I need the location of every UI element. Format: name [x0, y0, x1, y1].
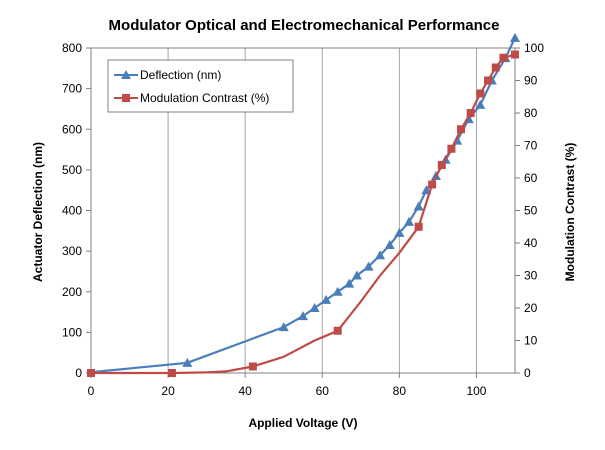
right-axis-ticks: 0 10 20 30 40 50 60 70 80 90 100: [515, 41, 544, 380]
x-tick-label-4: 80: [393, 384, 407, 398]
x-tick-label-2: 40: [239, 384, 253, 398]
deflection-point-8: [363, 261, 374, 271]
y2-tick-label-8: 80: [524, 106, 538, 120]
deflection-point-10: [384, 240, 395, 250]
x-tick-label-1: 20: [161, 384, 175, 398]
x-tick-label-5: 100: [466, 384, 486, 398]
contrast-point-5: [428, 180, 437, 189]
left-axis-title: Actuator Deflection (nm): [31, 142, 45, 282]
legend-contrast-label: Modulation Contrast (%): [140, 91, 269, 105]
y2-tick-label-9: 90: [524, 74, 538, 88]
deflection-point-3: [309, 303, 320, 312]
deflection-point-5: [332, 286, 343, 296]
x-tick-label-0: 0: [88, 384, 95, 398]
deflection-point-22: [510, 32, 520, 42]
right-axis-title: Modulation Contrast (%): [563, 143, 577, 282]
deflection-point-19: [475, 99, 486, 109]
x-axis-title: Applied Voltage (V): [248, 416, 357, 430]
y-tick-label-5: 500: [62, 163, 82, 177]
y-tick-label-3: 300: [62, 244, 82, 258]
y2-tick-label-10: 100: [524, 41, 544, 55]
deflection-point-11: [394, 227, 405, 237]
deflection-point-9: [375, 250, 386, 260]
contrast-point-10: [476, 89, 485, 98]
left-axis-ticks: 0 100 200 300 400 500 600 700 800: [62, 41, 91, 380]
y-tick-label-4: 400: [62, 204, 82, 218]
contrast-point-0: [87, 369, 95, 377]
y-tick-label-6: 600: [62, 122, 82, 136]
contrast-point-1: [167, 369, 176, 377]
legend: Deflection (nm) Modulation Contrast (%): [107, 59, 294, 113]
contrast-point-12: [491, 63, 500, 72]
legend-deflection-marker: [121, 70, 131, 79]
series-line-1: [91, 53, 516, 375]
deflection-point-13: [413, 201, 424, 211]
deflection-point-2: [298, 311, 308, 321]
contrast-point-6: [437, 161, 446, 169]
series-layer: [87, 32, 520, 377]
contrast-point-2: [248, 362, 257, 371]
legend-contrast-marker: [122, 94, 130, 102]
contrast-point-8: [457, 125, 466, 134]
contrast-point-3: [333, 326, 342, 335]
deflection-point-7: [351, 270, 362, 280]
y2-tick-label-6: 60: [524, 171, 538, 185]
contrast-point-7: [447, 144, 456, 153]
contrast-point-14: [511, 50, 519, 59]
y-tick-label-1: 100: [62, 325, 82, 339]
deflection-point-0: [182, 357, 193, 367]
contrast-point-9: [466, 109, 475, 117]
deflection-point-6: [344, 278, 355, 288]
y-tick-label-8: 800: [62, 41, 82, 55]
legend-box: [107, 59, 294, 113]
y2-tick-label-7: 70: [524, 139, 538, 153]
contrast-point-13: [499, 53, 508, 62]
y2-tick-label-0: 0: [524, 366, 531, 380]
y2-tick-label-3: 30: [524, 269, 538, 283]
y-tick-label-7: 700: [62, 82, 82, 96]
deflection-point-1: [278, 322, 289, 332]
y2-tick-label-4: 40: [524, 236, 538, 250]
contrast-point-4: [414, 222, 423, 231]
legend-deflection-label: Deflection (nm): [140, 68, 221, 82]
y2-tick-label-2: 20: [524, 301, 538, 315]
y-tick-label-2: 200: [62, 285, 82, 299]
deflection-point-4: [321, 294, 332, 304]
x-axis-ticks: 0 20 40 60 80 100: [88, 373, 487, 398]
contrast-point-11: [484, 76, 493, 85]
x-tick-label-3: 60: [316, 384, 330, 398]
y2-tick-label-5: 50: [524, 204, 538, 218]
deflection-point-12: [404, 216, 414, 226]
y-tick-label-0: 0: [75, 366, 82, 380]
chart-title: Modulator Optical and Electromechanical …: [109, 17, 500, 34]
y2-tick-label-1: 10: [524, 334, 538, 348]
